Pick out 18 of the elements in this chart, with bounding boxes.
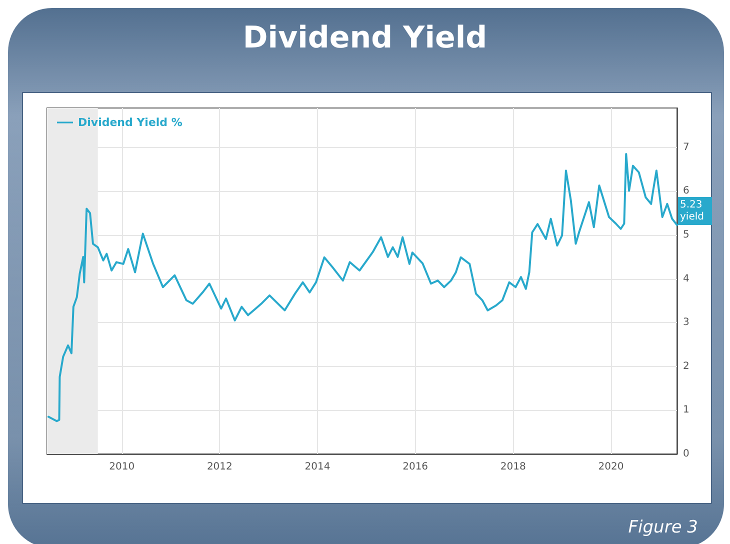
x-tick-label: 2012 [206,462,232,472]
annotation: 5.23 yield [680,199,706,222]
y-tick-label: 3 [683,317,690,328]
y-tick-label: 6 [683,186,690,197]
x-tick-label: 2020 [598,462,624,472]
y-tick-label: 1 [683,404,690,416]
y-tick-label: 2 [683,360,690,372]
x-tick-label: 2016 [402,462,428,472]
caption: Figure 3 [628,518,698,538]
y-tick-label: 7 [683,142,690,153]
legend-label: Dividend Yield % [78,116,182,129]
y-tick-label: 5 [683,230,690,241]
y-tick-label: 0 [683,448,690,460]
chart-title: Dividend Yield [242,20,488,56]
x-tick-label: 2018 [500,462,526,472]
x-tick-label: 2014 [304,462,330,472]
x-tick-label: 2010 [109,462,135,472]
y-tick-label: 4 [683,273,690,284]
